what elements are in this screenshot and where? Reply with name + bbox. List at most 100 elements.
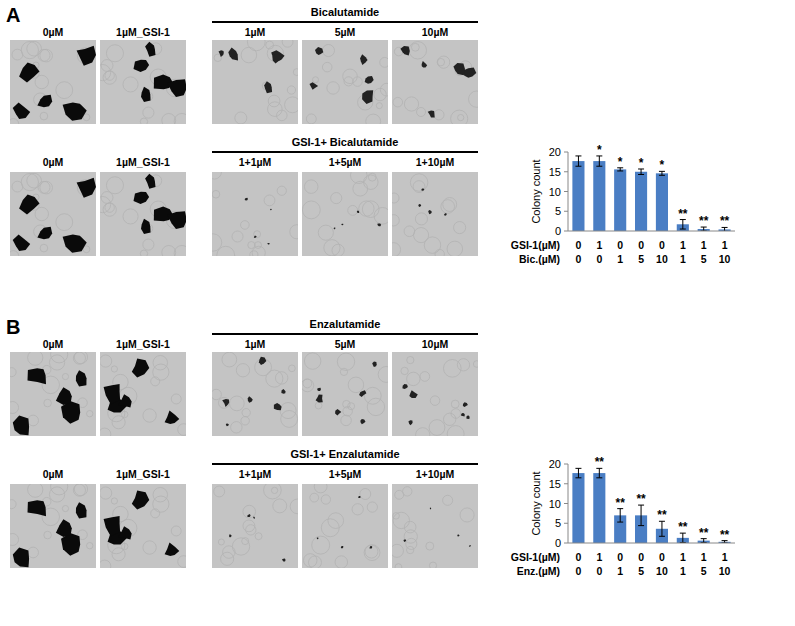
colony	[77, 46, 96, 66]
error-stem	[682, 533, 683, 542]
micrograph	[392, 352, 478, 436]
texture	[404, 226, 415, 237]
image-label: 10µM	[422, 26, 449, 38]
table-cell: 10	[656, 253, 668, 265]
texture	[367, 502, 377, 512]
table-cell: 5	[638, 253, 644, 265]
texture	[56, 82, 73, 99]
plot-area	[572, 156, 730, 231]
table-cell: 1	[722, 551, 728, 563]
colony	[28, 500, 47, 516]
colony	[469, 545, 471, 547]
colony	[37, 95, 52, 108]
texture	[290, 499, 298, 514]
colony	[19, 63, 39, 83]
table-cell: 1	[596, 551, 602, 563]
image-label: 5µM	[335, 338, 356, 350]
texture	[27, 41, 42, 56]
texture	[10, 368, 16, 377]
texture	[438, 56, 450, 68]
texture	[28, 484, 43, 497]
image-background	[302, 484, 388, 568]
texture	[409, 42, 426, 59]
texture	[401, 367, 408, 374]
texture	[143, 541, 156, 554]
texture	[290, 225, 298, 239]
colony	[404, 539, 407, 542]
texture	[302, 201, 320, 219]
texture	[392, 243, 401, 256]
texture	[123, 77, 138, 92]
table-cell: 1	[596, 239, 602, 251]
image-background	[100, 352, 186, 436]
colony	[222, 399, 229, 407]
texture	[348, 205, 358, 215]
texture	[308, 556, 321, 568]
micrograph	[10, 352, 96, 436]
texture	[100, 428, 111, 436]
texture	[353, 181, 368, 196]
colony	[334, 228, 336, 230]
image-label: 1+5µM	[329, 156, 362, 168]
texture	[12, 49, 23, 60]
texture	[153, 487, 168, 502]
colony	[316, 395, 323, 403]
image-background	[100, 40, 186, 124]
texture	[406, 538, 417, 549]
colony	[370, 546, 373, 549]
texture	[281, 410, 298, 427]
colony	[141, 87, 151, 102]
texture	[174, 245, 186, 256]
texture	[321, 519, 339, 537]
colony	[428, 210, 432, 214]
texture	[174, 113, 186, 124]
texture	[443, 495, 453, 505]
texture	[430, 396, 440, 406]
texture	[241, 221, 250, 230]
table-row-label: Enz.(µM)	[517, 565, 560, 577]
table-cell: 0	[576, 565, 582, 577]
y-tick	[564, 171, 568, 172]
texture	[293, 69, 298, 76]
group-line	[212, 463, 478, 465]
table-cell: 10	[719, 253, 731, 265]
table-cell: 0	[596, 565, 602, 577]
texture	[443, 198, 457, 212]
colony	[13, 235, 31, 251]
texture	[376, 103, 382, 109]
table-cell: 0	[659, 551, 665, 563]
texture	[302, 379, 314, 392]
table-cell: 5	[701, 565, 707, 577]
texture	[214, 486, 225, 497]
micrograph	[302, 352, 388, 436]
micrograph	[100, 352, 186, 436]
texture	[100, 196, 111, 212]
texture	[62, 373, 68, 379]
y-tick	[564, 523, 568, 524]
table-cell: 1	[680, 565, 686, 577]
colony	[253, 516, 255, 518]
colony	[254, 236, 257, 239]
texture	[153, 355, 168, 370]
texture	[282, 40, 293, 47]
texture	[100, 355, 112, 367]
texture	[143, 107, 154, 118]
y-tick-label: 5	[555, 517, 561, 529]
micrograph	[302, 172, 388, 256]
texture	[289, 365, 296, 372]
bar	[572, 473, 584, 543]
table-cell: 0	[617, 239, 623, 251]
error-cap	[617, 522, 623, 523]
image-label: 0µM	[43, 26, 64, 38]
texture	[348, 377, 364, 393]
error-cap	[659, 175, 665, 176]
texture	[112, 548, 125, 561]
texture	[359, 201, 374, 216]
error-cap	[575, 155, 581, 156]
y-tick-label: 0	[555, 537, 561, 549]
table-cell: 5	[638, 565, 644, 577]
colony	[282, 559, 286, 562]
texture	[420, 372, 430, 382]
table-cell: 1	[722, 239, 728, 251]
y-axis-label: Colony count	[530, 471, 542, 535]
